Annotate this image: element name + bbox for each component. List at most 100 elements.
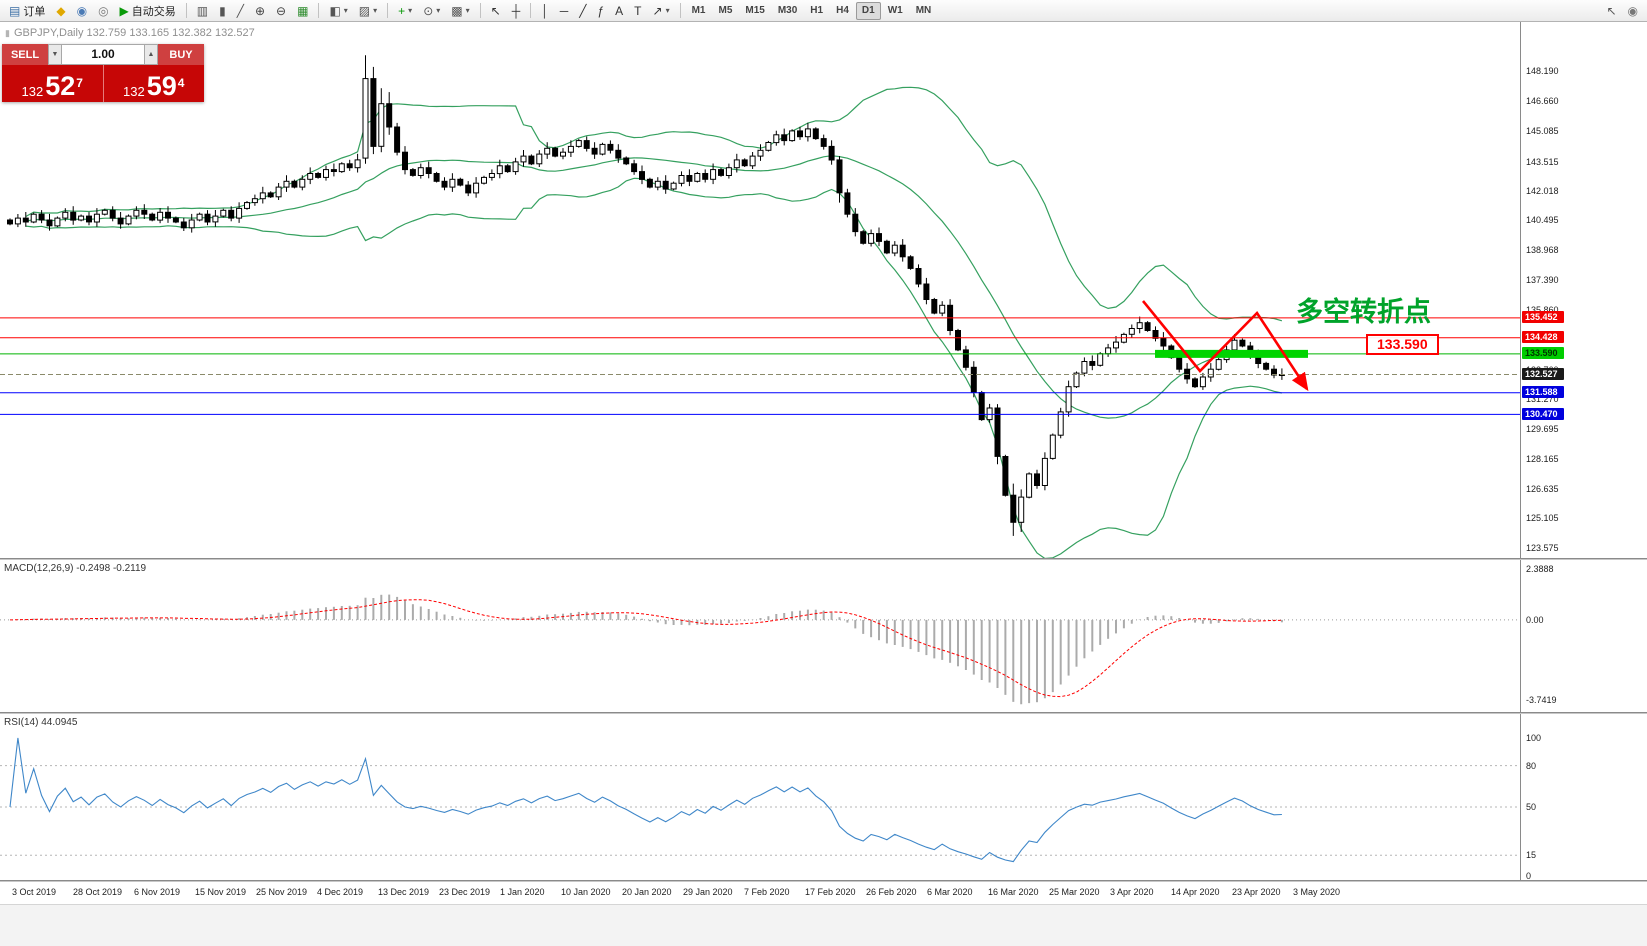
time-axis-label: 7 Feb 2020 [744, 887, 790, 897]
templates-icon: ▩ [451, 3, 463, 18]
time-axis-label: 3 May 2020 [1293, 887, 1341, 897]
price-scale[interactable]: 148.190 146.660 145.085 143.515 142.018 140.4… [1520, 22, 1647, 882]
rsi-label: RSI(14) 44.0945 [4, 717, 78, 728]
price-axis-label: 148.190 [1526, 66, 1559, 76]
candlestick-chart-icon: ▮ [219, 3, 226, 18]
new-chart-button[interactable]: ◧ ▾ [324, 2, 352, 20]
arrows-object-button[interactable]: ↗ ▾ [648, 2, 675, 20]
candlestick-chart-button[interactable]: ▮ [214, 2, 231, 20]
timeframe-m1-button[interactable]: M1 [691, 5, 706, 16]
community-icon: ◎ [98, 3, 109, 18]
vertical-line-button[interactable]: │ [536, 2, 554, 20]
indicators-add-button[interactable]: + ▾ [393, 2, 417, 20]
community-button[interactable]: ◎ [93, 2, 113, 20]
rsi-axis-label: 80 [1526, 761, 1537, 771]
rsi-axis-label: 50 [1526, 802, 1537, 812]
sell-price-display[interactable]: 132 52 7 [2, 65, 104, 102]
buy-price-display[interactable]: 132 59 4 [103, 65, 204, 102]
fibonacci-icon: ƒ [597, 3, 605, 18]
price-axis-label: 135.860 [1526, 305, 1559, 315]
sell-button[interactable]: SELL [2, 44, 48, 65]
auto-trading-button[interactable]: ▶ 自动交易 [115, 2, 181, 20]
price-level-label[interactable]: 133.590 [1366, 334, 1439, 355]
pane-separator[interactable] [0, 558, 1647, 560]
zoom-out-icon: ⊖ [276, 3, 287, 18]
fibonacci-button[interactable]: ƒ [592, 2, 609, 20]
time-axis-label: 6 Nov 2019 [134, 887, 181, 897]
pane-separator [0, 880, 1647, 882]
notifications-button[interactable]: ◉ [1623, 2, 1643, 20]
text-button[interactable]: A [610, 2, 628, 20]
zoom-in-button[interactable]: ⊕ [250, 2, 270, 20]
new-order-button[interactable]: ▤ 订单 [4, 2, 50, 20]
chart-title: ▮ GBPJPY,Daily 132.759 133.165 132.382 1… [5, 27, 255, 39]
chart-symbol-icon: ▮ [5, 27, 10, 38]
pane-separator[interactable] [0, 712, 1647, 714]
timeframe-m5-button[interactable]: M5 [718, 5, 733, 16]
price-axis-label: 137.390 [1526, 275, 1559, 285]
line-chart-icon: ╱ [236, 3, 244, 18]
periods-clock-button[interactable]: ⊙ ▾ [418, 2, 445, 20]
horizontal-line-icon: ─ [559, 3, 569, 18]
crosshair-button[interactable]: ┼ [507, 2, 526, 20]
main-chart[interactable] [0, 24, 1520, 558]
volume-increase-button[interactable]: ▲ [144, 44, 158, 65]
time-axis-label: 28 Oct 2019 [73, 887, 123, 897]
pointer-tool-button[interactable]: ↖ [1601, 2, 1621, 20]
timeframe-m15-button[interactable]: M15 [745, 5, 765, 16]
time-axis-label: 3 Oct 2019 [12, 887, 57, 897]
horizontal-lines[interactable] [0, 317, 1520, 415]
price-axis-label: 140.495 [1526, 215, 1559, 225]
trendline-button[interactable]: ╱ [574, 2, 591, 20]
rsi-axis-label: 100 [1526, 733, 1542, 743]
volume-decrease-button[interactable]: ▼ [48, 44, 62, 65]
accounts-icon: ◉ [76, 3, 88, 18]
horizontal-line-button[interactable]: ─ [555, 2, 574, 20]
volume-input[interactable]: 1.00 [62, 44, 144, 65]
rsi-pane[interactable] [0, 714, 1520, 880]
toolbar-separator [318, 3, 320, 18]
line-chart-button[interactable]: ╱ [232, 2, 249, 20]
profiles-icon: ▨ [358, 3, 371, 18]
turning-point-annotation[interactable]: 多空转折点 [1296, 297, 1431, 327]
buy-button[interactable]: BUY [158, 44, 204, 65]
rsi-axis-label: 0 [1526, 871, 1532, 881]
time-axis[interactable]: 3 Oct 2019 28 Oct 2019 6 Nov 2019 15 Nov 20… [0, 882, 1647, 904]
zoom-out-button[interactable]: ⊖ [271, 2, 291, 20]
time-axis-label: 25 Mar 2020 [1049, 887, 1100, 897]
cursor-button[interactable]: ↖ [486, 2, 506, 20]
macd-pane[interactable] [0, 560, 1520, 712]
price-axis-label: 129.695 [1526, 424, 1559, 434]
rsi-line [9, 737, 1282, 863]
dropdown-caret-icon: ▾ [465, 6, 470, 15]
tile-windows-button[interactable]: ▦ [292, 2, 313, 20]
price-tag-132.527: 132.527 [1522, 368, 1564, 380]
time-axis-label: 26 Feb 2020 [866, 887, 917, 897]
timeframe-w1-button[interactable]: W1 [887, 5, 903, 16]
profiles-button[interactable]: ▨ ▾ [354, 2, 382, 20]
timeframe-d1-button[interactable]: D1 [855, 1, 881, 20]
dropdown-caret-icon: ▾ [373, 6, 378, 15]
bar-chart-button[interactable]: ▥ [192, 2, 213, 20]
toolbar-separator [679, 3, 681, 18]
time-axis-label: 23 Dec 2019 [439, 887, 491, 897]
timeframe-m30-button[interactable]: M30 [777, 5, 798, 16]
time-axis-label: 10 Jan 2020 [561, 887, 611, 897]
periods-clock-icon: ⊙ [423, 3, 434, 18]
text-label-button[interactable]: T [629, 2, 646, 20]
price-tag-131.588: 131.588 [1522, 386, 1564, 398]
price-axis-label: 125.105 [1526, 513, 1559, 523]
sell-price-sup: 7 [76, 76, 83, 90]
price-axis-label: 146.660 [1526, 96, 1559, 106]
price-axis-label: 142.018 [1526, 186, 1559, 196]
timeframe-h4-button[interactable]: H4 [836, 5, 849, 16]
templates-button[interactable]: ▩ ▾ [446, 2, 474, 20]
timeframe-h1-button[interactable]: H1 [810, 5, 824, 16]
new-order-icon: ▤ [9, 3, 21, 18]
timeframe-mn-button[interactable]: MN [915, 5, 932, 16]
deposit-button[interactable]: ◆ [51, 2, 70, 20]
accounts-button[interactable]: ◉ [72, 2, 92, 20]
one-click-trade-panel: SELL ▼ 1.00 ▲ BUY 132 52 7 132 59 4 [2, 44, 204, 102]
trend-zigzag-arrow[interactable] [1141, 300, 1309, 392]
price-axis-label: 138.968 [1526, 245, 1559, 255]
